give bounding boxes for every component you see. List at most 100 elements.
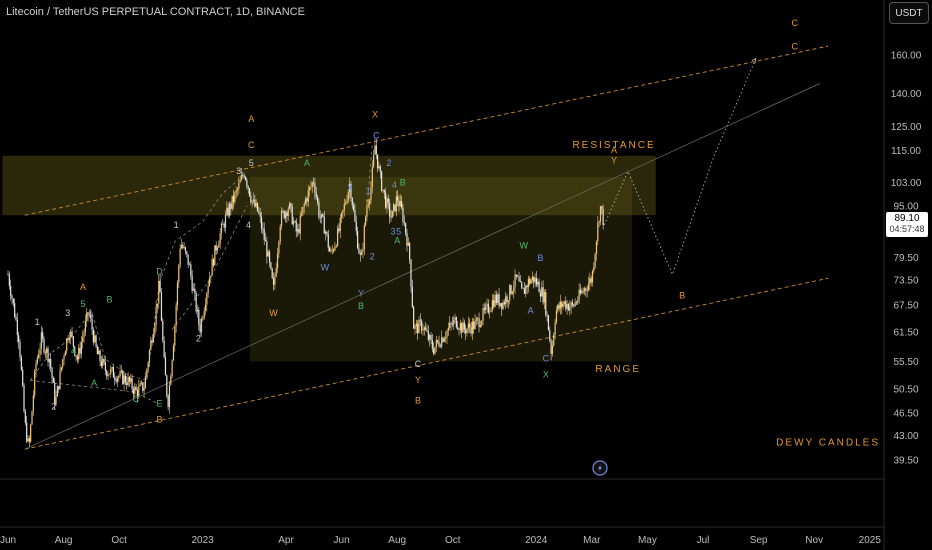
candle-body xyxy=(316,196,319,203)
candle-body xyxy=(391,210,393,218)
candle-body xyxy=(91,318,93,330)
candle-body xyxy=(156,303,159,308)
candle-body xyxy=(474,320,476,330)
wave-label: A xyxy=(611,145,617,155)
candle-body xyxy=(102,358,104,367)
candle-body xyxy=(55,396,57,405)
candle-body xyxy=(104,362,107,371)
wave-label: 2 xyxy=(196,333,201,343)
channel-lines-layer xyxy=(24,45,829,450)
candle-body xyxy=(318,202,320,218)
candle-body xyxy=(389,203,391,217)
candle-body xyxy=(315,192,317,197)
candle-body xyxy=(351,197,353,206)
candle-body xyxy=(586,289,588,291)
candle-body xyxy=(195,292,197,312)
candle-body xyxy=(82,337,84,343)
candle-body xyxy=(151,340,153,343)
candle-body xyxy=(166,375,168,396)
candle-body xyxy=(20,356,22,370)
wave-label: 2 xyxy=(370,251,375,261)
candle-body xyxy=(579,289,582,294)
candle-body xyxy=(439,346,441,347)
candle-body xyxy=(271,268,273,279)
candle-body xyxy=(118,376,120,378)
candle-body xyxy=(324,231,327,234)
candle-body xyxy=(92,329,95,343)
candle-body xyxy=(555,310,558,323)
candle-body xyxy=(222,223,224,225)
candle-body xyxy=(206,293,208,305)
candle-body xyxy=(367,204,369,206)
x-tick-label: Oct xyxy=(445,535,461,546)
x-tick-label: Jun xyxy=(0,535,16,546)
wave-line xyxy=(171,205,248,330)
candle-body xyxy=(370,186,372,201)
candle-body xyxy=(270,262,272,269)
wave-label: C xyxy=(248,140,255,150)
candle-body xyxy=(83,332,85,338)
candle-body xyxy=(328,247,331,252)
candle-body xyxy=(471,321,473,334)
x-tick-label: Mar xyxy=(583,535,601,546)
candle-body xyxy=(283,210,285,219)
candle-body xyxy=(393,204,395,211)
candle-body xyxy=(188,264,191,266)
candle-body xyxy=(423,327,425,330)
candle-body xyxy=(385,192,387,208)
candle-body xyxy=(365,216,367,226)
candle-body xyxy=(280,210,283,227)
candle-body xyxy=(215,245,217,251)
wave-label: A xyxy=(304,158,310,168)
candle-body xyxy=(513,287,515,292)
candle-body xyxy=(401,201,403,209)
wave-label: Y xyxy=(358,288,364,298)
candle-body xyxy=(90,314,92,319)
candle-body xyxy=(411,286,413,308)
candle-body xyxy=(551,345,554,354)
candle-body xyxy=(473,321,475,330)
candle-body xyxy=(18,335,20,342)
wave-label: C xyxy=(415,359,422,369)
candle-body xyxy=(331,249,333,251)
candle-body xyxy=(23,385,25,412)
candle-body xyxy=(453,319,455,325)
candle-body xyxy=(477,318,479,319)
candle-body xyxy=(264,239,267,242)
candle-body xyxy=(227,207,229,216)
candle-body xyxy=(454,317,456,320)
candle-body xyxy=(282,210,284,212)
candle-body xyxy=(211,259,213,276)
candle-body xyxy=(19,341,21,357)
currency-button[interactable]: USDT xyxy=(889,2,929,24)
candle-body xyxy=(467,323,469,329)
candle-body xyxy=(220,223,223,234)
candle-body xyxy=(160,292,163,321)
candle-body xyxy=(302,206,304,214)
candle-body xyxy=(242,174,244,176)
candle-body xyxy=(567,304,570,311)
candle-body xyxy=(110,368,112,374)
candle-body xyxy=(64,351,66,356)
candle-body xyxy=(574,302,576,307)
candle-body xyxy=(87,312,89,315)
candle-body xyxy=(413,307,415,329)
candle-body xyxy=(469,323,471,328)
candle-body xyxy=(407,242,409,246)
candle-body xyxy=(587,283,590,291)
candle-body xyxy=(43,338,45,353)
channel-line xyxy=(24,83,820,450)
candle-body xyxy=(234,192,236,202)
candle-body xyxy=(538,281,540,293)
candle-body xyxy=(258,211,260,214)
wave-label: C xyxy=(791,42,798,52)
x-tick-label: Sep xyxy=(750,535,768,546)
candle-body xyxy=(377,154,379,169)
candle-body xyxy=(196,309,199,312)
wave-label: 2 xyxy=(386,158,391,168)
lightning-icon[interactable] xyxy=(592,460,608,476)
candle-body xyxy=(402,208,404,222)
candle-body xyxy=(76,356,78,360)
candle-body xyxy=(276,253,279,268)
candle-body xyxy=(398,200,400,207)
